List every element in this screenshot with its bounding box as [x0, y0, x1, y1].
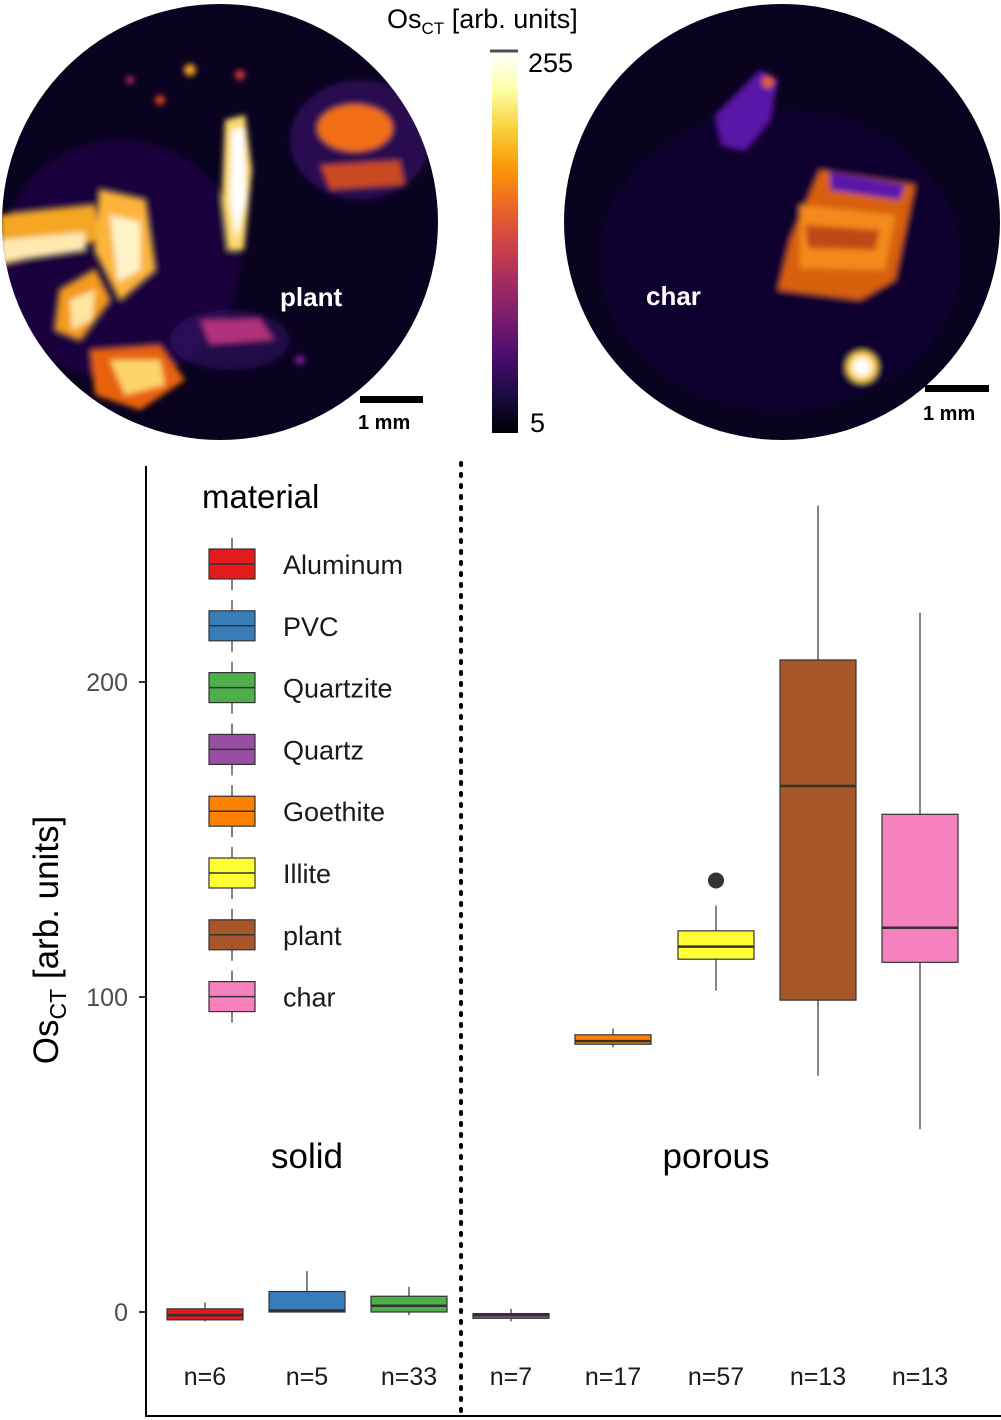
boxplot-chart: 0 100 200 n=6 n=5 n=33 n=7 n=17 n=57 n=13 n=13 Os…	[27, 461, 1001, 1418]
legend-item-quartz: Quartz	[208, 723, 364, 776]
char-scale-bar	[925, 385, 989, 392]
char-image-label: char	[646, 281, 701, 311]
box-iqr	[779, 659, 857, 1001]
legend-item-quartzite: Quartzite	[208, 661, 393, 714]
colorbar: OsCT [arb. units] 255 5	[387, 4, 578, 438]
n-label: n=33	[381, 1363, 437, 1391]
box-char	[881, 612, 959, 1130]
n-label: n=17	[585, 1363, 641, 1391]
box-plant	[779, 505, 857, 1076]
legend-label: Goethite	[283, 797, 385, 827]
legend-item-aluminum: Aluminum	[208, 538, 403, 590]
legend-label: char	[283, 983, 336, 1013]
plant-scale-bar	[360, 396, 423, 403]
legend-item-pvc: PVC	[208, 599, 339, 652]
n-label: n=6	[184, 1363, 226, 1391]
n-label: n=7	[490, 1363, 532, 1391]
box-quartzite	[370, 1286, 448, 1316]
box-quartz	[472, 1308, 550, 1322]
y-ticks: 0 100 200	[86, 669, 146, 1327]
box-illite	[677, 872, 755, 991]
legend-label: Quartzite	[283, 674, 393, 704]
n-label: n=57	[688, 1363, 744, 1391]
group-label-solid: solid	[271, 1137, 343, 1176]
legend-item-plant: plant	[208, 908, 342, 961]
colorbar-max-label: 255	[528, 48, 573, 78]
plant-image-label: plant	[280, 282, 342, 312]
plant-scale-bar-label: 1 mm	[358, 412, 410, 434]
n-label: n=5	[286, 1363, 328, 1391]
box-iqr	[881, 813, 959, 963]
box-iqr	[268, 1290, 346, 1313]
n-label: n=13	[790, 1363, 846, 1391]
colorbar-gradient	[492, 52, 518, 433]
legend-item-illite: Illite	[208, 847, 331, 899]
box-goethite	[574, 1028, 652, 1048]
outlier-point	[708, 872, 724, 889]
legend-label: Quartz	[283, 735, 364, 765]
colorbar-title: OsCT [arb. units]	[387, 4, 578, 38]
y-axis-title: OsCT [arb. units]	[27, 816, 71, 1065]
n-labels: n=6 n=5 n=33 n=7 n=17 n=57 n=13 n=13	[184, 1363, 948, 1391]
boxes	[166, 505, 959, 1322]
legend-title: material	[202, 478, 319, 515]
char-scale-bar-label: 1 mm	[923, 403, 975, 425]
box-aluminum	[166, 1302, 244, 1322]
box-pvc	[268, 1271, 346, 1313]
n-label: n=13	[892, 1363, 948, 1391]
legend-item-char: char	[208, 970, 336, 1023]
legend-label: plant	[283, 921, 342, 951]
y-tick-label: 100	[86, 984, 128, 1012]
y-tick-label: 0	[114, 1299, 128, 1327]
legend-item-goethite: Goethite	[208, 785, 385, 838]
box-iqr	[370, 1295, 448, 1313]
legend-label: PVC	[283, 612, 339, 642]
legend-label: Illite	[283, 859, 331, 889]
y-tick-label: 200	[86, 669, 128, 697]
box-iqr	[677, 930, 755, 960]
legend: material Aluminum PVC Quartzite Quartz Goeth…	[202, 478, 403, 1023]
plant-ct-image	[2, 4, 438, 440]
colorbar-min-label: 5	[530, 408, 545, 438]
group-label-porous: porous	[662, 1137, 769, 1176]
box-iqr	[574, 1034, 652, 1045]
legend-label: Aluminum	[283, 550, 403, 580]
char-ct-image	[564, 4, 1000, 440]
